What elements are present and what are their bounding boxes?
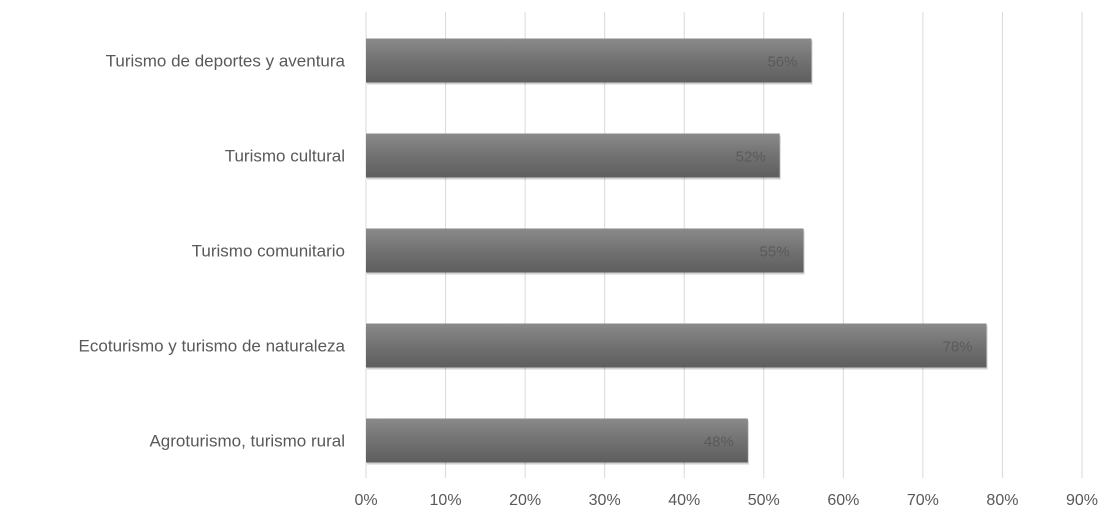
x-tick-label: 0%: [354, 492, 377, 509]
x-tick-label: 80%: [986, 492, 1018, 509]
x-tick-label: 20%: [509, 492, 541, 509]
x-tick-label: 40%: [668, 492, 700, 509]
x-tick-label: 90%: [1066, 492, 1098, 509]
bars: [366, 38, 988, 465]
data-labels: 56% 52% 55% 78% 48%: [704, 54, 973, 451]
x-tick-label: 70%: [907, 492, 939, 509]
x-axis-tick-labels: 0% 10% 20% 30% 40% 50% 60% 70% 80% 90%: [354, 492, 1098, 509]
data-label: 52%: [736, 149, 766, 166]
bar: [366, 418, 748, 463]
data-label: 56%: [767, 54, 797, 71]
bar: [366, 133, 780, 178]
category-label: Turismo cultural: [225, 147, 345, 166]
x-tick-label: 30%: [589, 492, 621, 509]
bar: [366, 38, 812, 83]
x-tick-label: 10%: [430, 492, 462, 509]
category-labels: Turismo de deportes y aventura Turismo cu…: [79, 52, 346, 451]
data-label: 48%: [704, 434, 734, 451]
category-label: Turismo comunitario: [192, 242, 345, 261]
category-label: Turismo de deportes y aventura: [106, 52, 346, 71]
bar: [366, 323, 987, 368]
x-tick-label: 50%: [748, 492, 780, 509]
data-label: 55%: [760, 244, 790, 261]
category-label: Ecoturismo y turismo de naturaleza: [79, 337, 346, 356]
bar: [366, 228, 804, 273]
category-label: Agroturismo, turismo rural: [149, 432, 345, 451]
data-label: 78%: [943, 339, 973, 356]
x-tick-label: 60%: [827, 492, 859, 509]
